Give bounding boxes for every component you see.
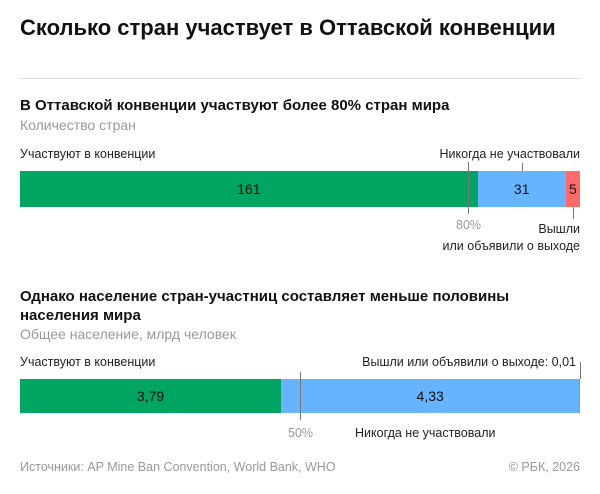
page-title: Сколько стран участвует в Оттавской конв… bbox=[20, 15, 556, 40]
chart2-label-left-out: Вышли или объявили о выходе: 0,01 bbox=[362, 355, 576, 369]
chart2-marker-label: 50% bbox=[288, 426, 314, 440]
chart1-label-left-out: Вышли или объявили о выходе bbox=[442, 222, 580, 253]
chart2-marker-line bbox=[300, 372, 301, 420]
copyright: © РБК, 2026 bbox=[508, 460, 580, 474]
chart2-label-participate: Участвуют в конвенции bbox=[20, 355, 156, 369]
value-label-never: 4,33 bbox=[416, 388, 444, 404]
bar-segment-participate: 161 bbox=[20, 171, 478, 207]
bar-segment-participate: 3,79 bbox=[20, 379, 282, 413]
chart2-label-never: Никогда не участвовали bbox=[355, 426, 496, 440]
bar-segment-left-out: 5 bbox=[565, 171, 580, 207]
value-label-participate: 161 bbox=[237, 181, 261, 197]
chart2-left-leader bbox=[580, 362, 581, 379]
chart1-marker-label: 80% bbox=[456, 218, 482, 232]
divider bbox=[20, 78, 580, 79]
value-label-participate: 3,79 bbox=[136, 388, 165, 404]
chart2-title: Однако население стран-участниц составля… bbox=[20, 288, 510, 324]
bar-segment-left-out bbox=[579, 379, 580, 413]
chart1-label-never: Никогда не участвовали bbox=[439, 147, 581, 161]
chart2-subtitle: Общее население, млрд человек bbox=[20, 326, 236, 342]
chart1-subtitle: Количество стран bbox=[20, 117, 136, 133]
sources: Источники: AP Mine Ban Convention, World… bbox=[20, 460, 336, 474]
chart1-left-leader bbox=[573, 207, 574, 219]
value-label-left-out: 5 bbox=[568, 181, 577, 197]
chart2-bar: 3,79 4,33 bbox=[20, 379, 580, 413]
bar-segment-never: 4,33 bbox=[281, 379, 580, 413]
bar-segment-never: 31 bbox=[477, 171, 566, 207]
value-label-never: 31 bbox=[513, 181, 530, 197]
chart1-marker-line bbox=[468, 162, 469, 214]
chart1-never-leader bbox=[522, 163, 523, 171]
chart1-bar: 161 31 5 bbox=[20, 171, 580, 207]
chart1-title: В Оттавской конвенции участвуют более 80… bbox=[20, 97, 450, 114]
chart1-label-participate: Участвуют в конвенции bbox=[20, 147, 156, 161]
